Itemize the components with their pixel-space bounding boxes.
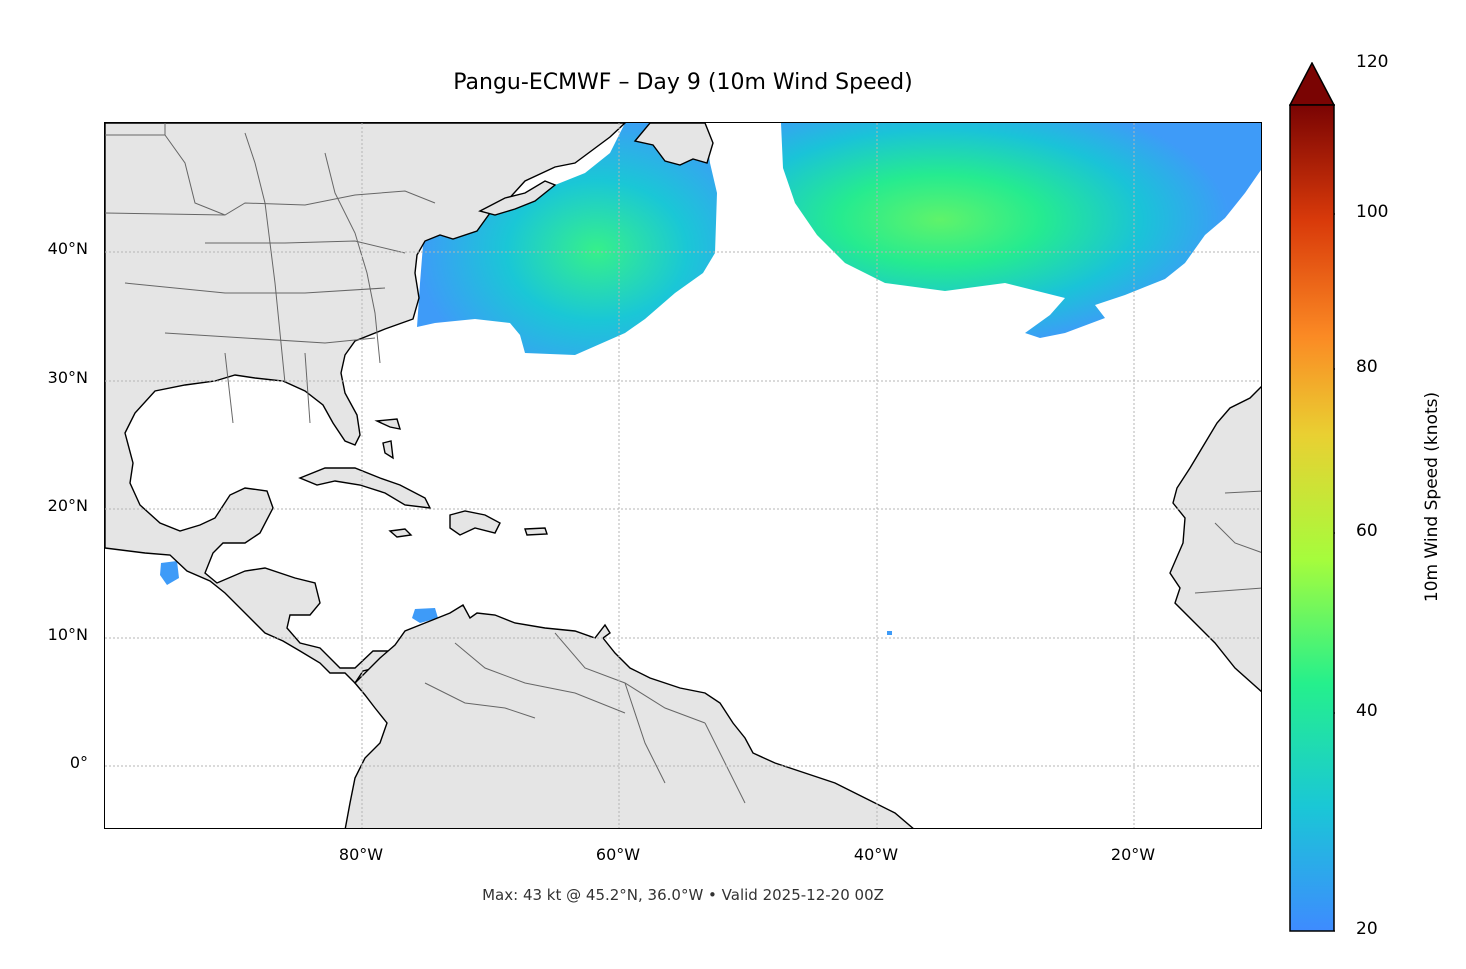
colorbar (1289, 62, 1335, 932)
lat-label-0: 0° (69, 753, 88, 772)
colorbar-tick-120: 120 (1356, 52, 1389, 72)
lat-label-20n: 20°N (47, 496, 88, 515)
map-canvas (105, 123, 1261, 828)
map-panel[interactable] (104, 122, 1262, 829)
land-africa (1169, 386, 1261, 693)
land-south-america (344, 604, 914, 828)
lon-label-80w: 80°W (338, 845, 384, 864)
land-jamaica (388, 528, 413, 538)
land-cuba (298, 467, 432, 509)
country-borders (105, 123, 1261, 804)
colorbar-label: 10m Wind Speed (knots) (1422, 391, 1442, 603)
lat-label-10n: 10°N (47, 625, 88, 644)
footer-caption: Max: 43 kt @ 45.2°N, 36.0°W • Valid 2025… (482, 886, 884, 904)
colorbar-tick-40: 40 (1356, 701, 1378, 721)
land-puerto-rico (524, 527, 548, 536)
land-newfoundland (633, 123, 714, 166)
lat-label-40n: 40°N (47, 239, 88, 258)
graticule (105, 123, 1261, 828)
lon-label-20w: 20°W (1110, 845, 1156, 864)
lon-label-60w: 60°W (595, 845, 641, 864)
colorbar-extend-arrow (1289, 62, 1335, 106)
land-bahamas (374, 418, 402, 460)
colorbar-tick-60: 60 (1356, 521, 1378, 541)
colorbar-tick-100: 100 (1356, 202, 1389, 222)
lat-label-30n: 30°N (47, 368, 88, 387)
land-north-america (105, 123, 627, 685)
colorbar-gradient (1289, 104, 1335, 932)
land-hispaniola (449, 510, 501, 536)
wind-patch-pacific (160, 561, 179, 585)
wind-patch-atlantic (887, 631, 892, 635)
land-nova-scotia (478, 180, 557, 216)
wind-swath-west (417, 123, 717, 355)
wind-patch-caribbean (412, 608, 438, 623)
colorbar-tick-80: 80 (1356, 357, 1378, 377)
chart-title: Pangu-ECMWF – Day 9 (10m Wind Speed) (453, 70, 913, 95)
lon-label-40w: 40°W (853, 845, 899, 864)
colorbar-tick-20: 20 (1356, 919, 1378, 939)
wind-swath-east (781, 123, 1261, 338)
